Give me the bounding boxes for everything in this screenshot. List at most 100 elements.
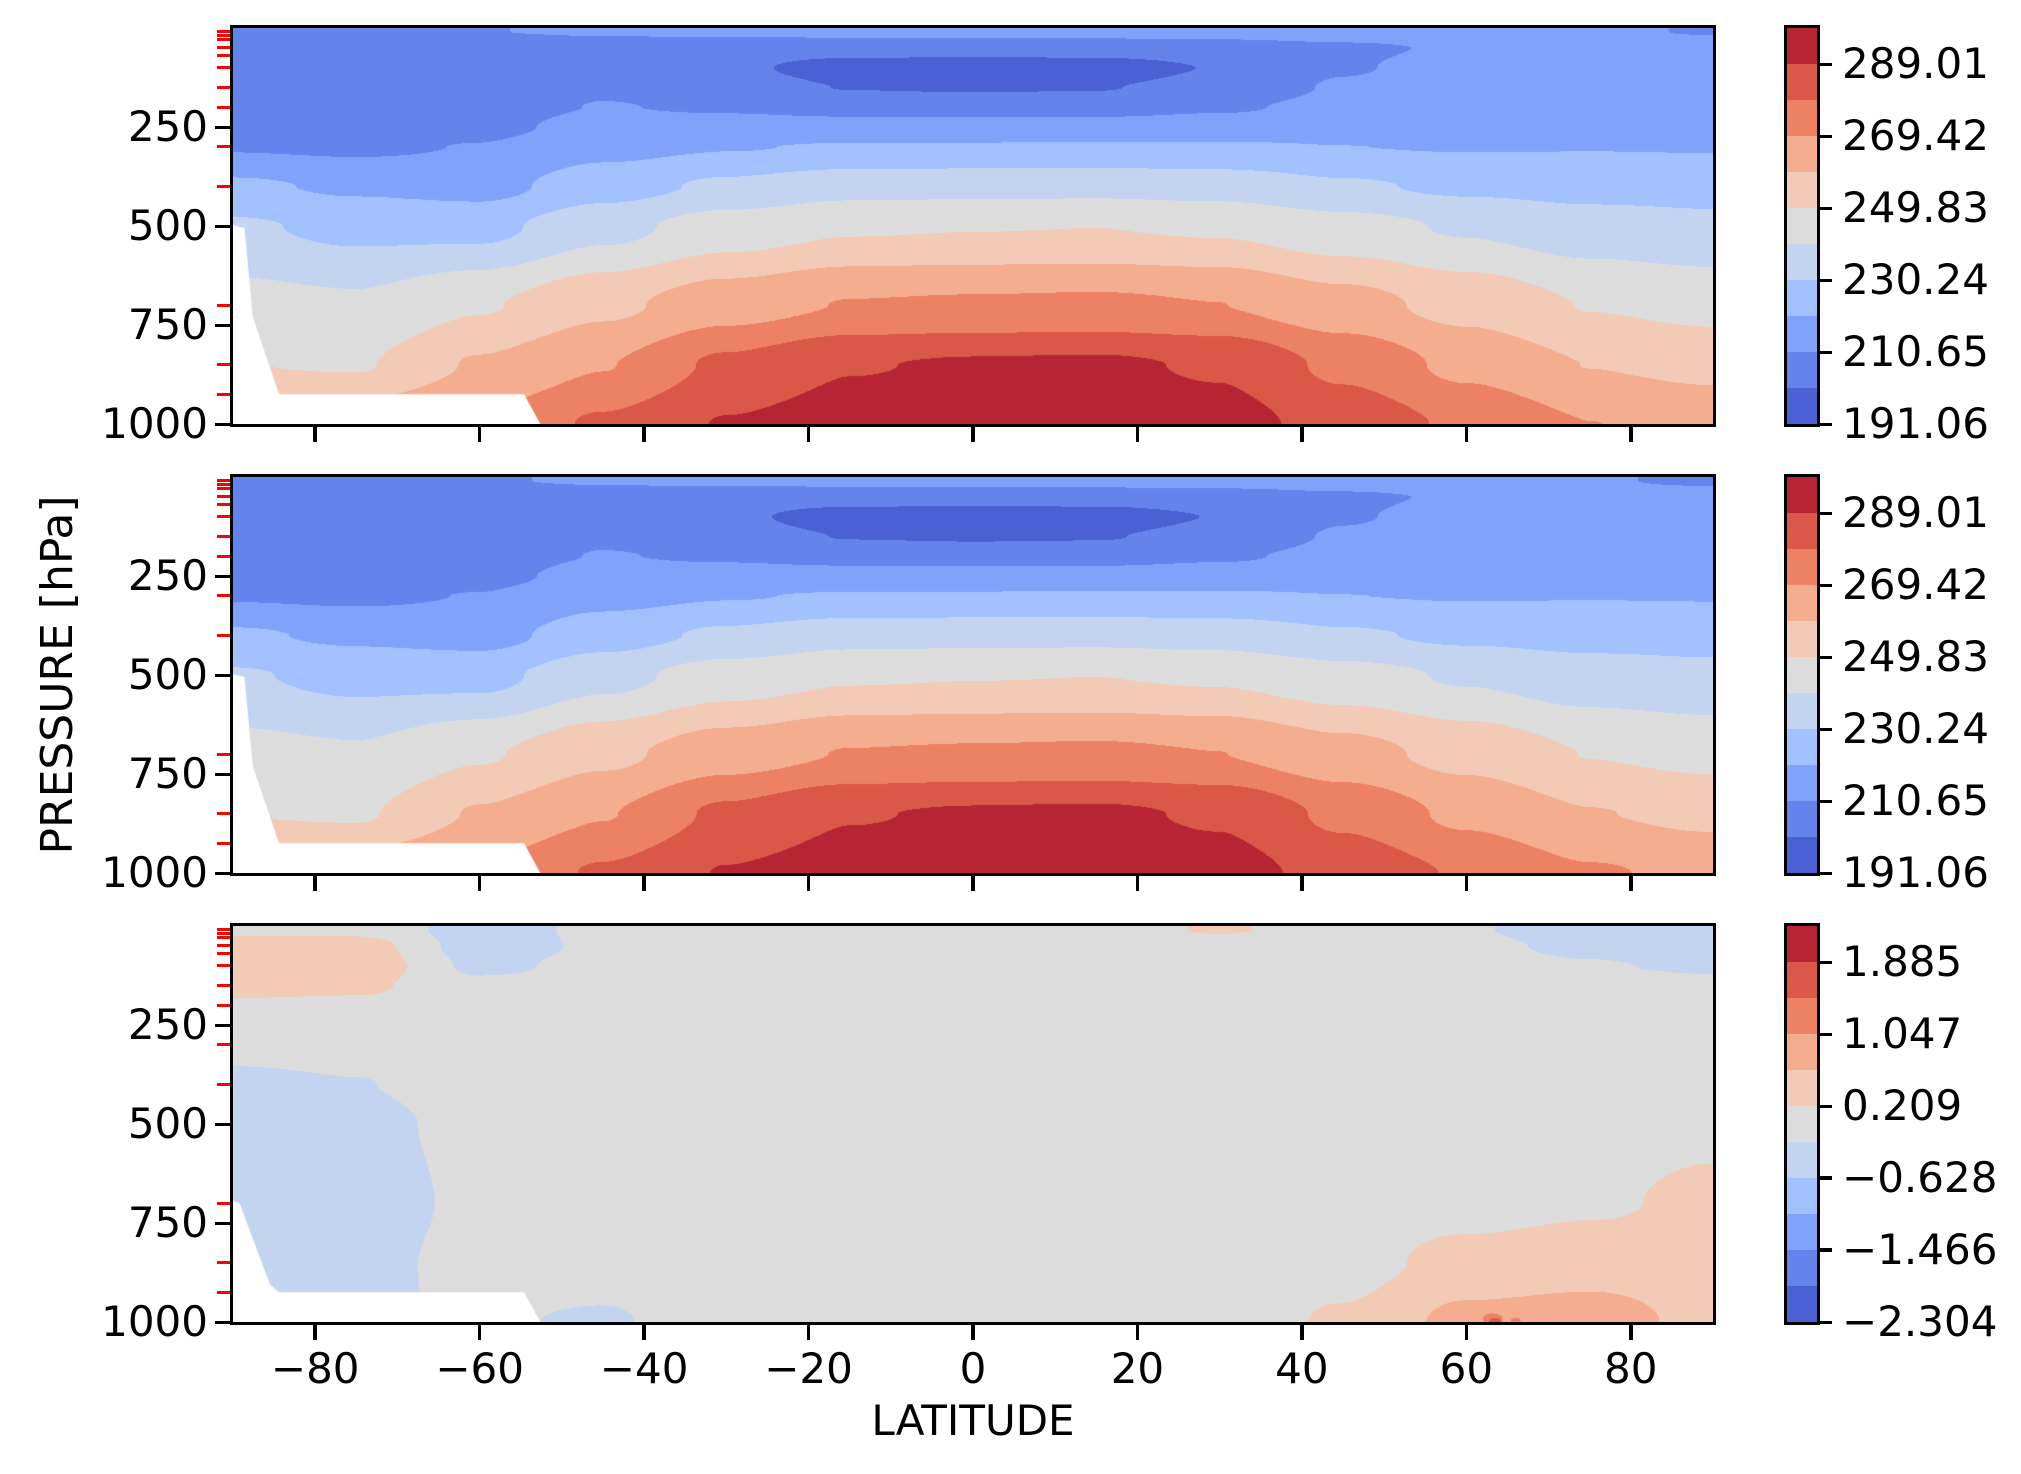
x-tick-mark xyxy=(1464,1325,1469,1340)
y-minor-tick-mark xyxy=(217,54,230,58)
y-minor-tick-mark xyxy=(217,30,230,34)
y-minor-tick-mark xyxy=(217,952,230,956)
y-tick-mark xyxy=(215,673,230,677)
colorbar-segment xyxy=(1787,280,1817,316)
colorbar-tick-label: −2.304 xyxy=(1842,1297,1998,1346)
x-tick-mark xyxy=(806,1325,811,1340)
y-minor-tick-mark xyxy=(217,487,230,491)
y-tick-mark xyxy=(215,224,230,228)
colorbar-segment xyxy=(1787,316,1817,352)
colorbar-segment xyxy=(1787,549,1817,585)
y-tick-label: 500 xyxy=(127,201,208,250)
y-minor-tick-mark xyxy=(217,932,230,936)
x-tick-mark xyxy=(806,427,811,442)
y-tick-label: 250 xyxy=(127,1000,208,1049)
x-tick-label: 20 xyxy=(1110,1344,1165,1393)
colorbar-tick-mark xyxy=(1820,206,1832,210)
x-tick-mark xyxy=(971,876,975,891)
y-tick-mark xyxy=(215,323,230,327)
x-tick-mark xyxy=(971,1325,975,1340)
y-minor-tick-mark xyxy=(217,85,230,89)
colorbar-tick-label: 1.047 xyxy=(1842,1009,1963,1059)
y-minor-tick-mark xyxy=(217,534,230,538)
y-minor-tick-mark xyxy=(217,392,230,396)
colorbar-tick-mark xyxy=(1820,655,1832,659)
colorbar-segment xyxy=(1787,765,1817,801)
colorbar-tick-mark xyxy=(1820,960,1832,964)
colorbar-segment xyxy=(1787,208,1817,244)
x-tick-mark xyxy=(642,1325,646,1340)
colorbar-tick-mark xyxy=(1820,1176,1832,1180)
x-tick-mark xyxy=(477,1325,482,1340)
y-minor-tick-mark xyxy=(217,503,230,507)
colorbar-segment xyxy=(1787,172,1817,208)
x-tick-mark xyxy=(1135,876,1140,891)
colorbar-segment xyxy=(1787,352,1817,388)
colorbar-segment xyxy=(1787,729,1817,765)
colorbar-tick-label: −0.628 xyxy=(1842,1152,1998,1202)
colorbar-segment xyxy=(1787,64,1817,100)
colorbar-segment xyxy=(1787,621,1817,657)
y-minor-tick-mark xyxy=(217,495,230,499)
y-tick-label: 250 xyxy=(127,551,208,600)
y-minor-tick-mark xyxy=(217,633,230,637)
y-minor-tick-mark xyxy=(217,812,230,816)
colorbar-tick-label: 289.01 xyxy=(1842,39,1989,88)
y-tick-mark xyxy=(215,125,230,129)
contour-field-temperature-model-a xyxy=(233,28,1713,424)
colorbar-tick-mark xyxy=(1820,278,1832,282)
colorbar-tick-label: 249.83 xyxy=(1842,632,1989,681)
y-tick-mark xyxy=(215,1023,230,1027)
colorbar-segment xyxy=(1787,1286,1817,1322)
y-minor-tick-mark xyxy=(217,34,230,38)
colorbar-temperature-model-a xyxy=(1784,25,1820,427)
contour-panel-frame-temperature-model-b xyxy=(230,474,1716,876)
x-tick-label: 80 xyxy=(1604,1344,1658,1393)
y-minor-tick-mark xyxy=(217,46,230,50)
y-tick-mark xyxy=(215,422,230,426)
x-tick-mark xyxy=(1629,1325,1633,1340)
x-tick-label: −20 xyxy=(764,1344,853,1393)
y-tick-label: 1000 xyxy=(101,848,208,897)
y-minor-tick-mark xyxy=(217,145,230,149)
colorbar-segment xyxy=(1787,1214,1817,1250)
y-tick-label: 1000 xyxy=(101,399,208,448)
contour-panel-frame-temperature-model-a xyxy=(230,25,1716,427)
y-minor-tick-mark xyxy=(217,983,230,987)
x-tick-mark xyxy=(1629,427,1633,442)
colorbar-tick-label: 289.01 xyxy=(1842,488,1989,537)
colorbar-segment xyxy=(1787,244,1817,280)
y-minor-tick-mark xyxy=(217,303,230,307)
y-tick-label: 500 xyxy=(127,650,208,699)
y-minor-tick-mark xyxy=(217,105,230,109)
colorbar-segment xyxy=(1787,28,1817,64)
y-minor-tick-mark xyxy=(217,841,230,845)
colorbar-tick-mark xyxy=(1820,1320,1832,1324)
colorbar-segment xyxy=(1787,1250,1817,1286)
y-minor-tick-mark xyxy=(217,66,230,70)
colorbar-tick-label: 269.42 xyxy=(1842,560,1989,609)
x-tick-mark xyxy=(477,876,482,891)
colorbar-segment xyxy=(1787,477,1817,513)
y-tick-label: 750 xyxy=(127,300,208,349)
colorbar-tick-mark xyxy=(1820,134,1832,138)
x-tick-mark xyxy=(1135,427,1140,442)
x-tick-label: −80 xyxy=(270,1344,360,1393)
colorbar-segment xyxy=(1787,388,1817,424)
colorbar-tick-mark xyxy=(1820,350,1832,354)
y-minor-tick-mark xyxy=(217,515,230,519)
colorbar-tick-label: 230.24 xyxy=(1842,704,1989,753)
colorbar-tick-mark xyxy=(1820,799,1832,803)
colorbar-tick-label: 269.42 xyxy=(1842,111,1989,160)
y-minor-tick-mark xyxy=(217,363,230,367)
y-tick-mark xyxy=(215,1320,230,1324)
colorbar-tick-mark xyxy=(1820,1104,1832,1109)
colorbar-segment xyxy=(1787,1034,1817,1070)
colorbar-segment xyxy=(1787,1070,1817,1106)
colorbar-segment xyxy=(1787,926,1817,962)
y-minor-tick-mark xyxy=(217,554,230,558)
x-tick-mark xyxy=(1300,1325,1304,1340)
y-minor-tick-mark xyxy=(217,1082,230,1086)
colorbar-tick-mark xyxy=(1820,871,1832,875)
y-minor-tick-mark xyxy=(217,479,230,483)
